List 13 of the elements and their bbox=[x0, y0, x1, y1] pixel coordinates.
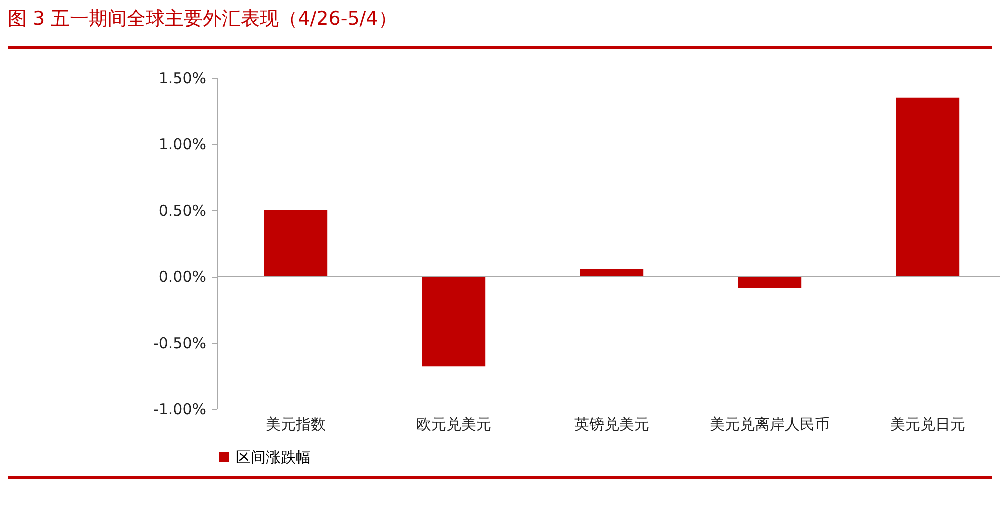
y-tick-label: 0.50% bbox=[158, 202, 206, 220]
y-tick-label: -0.50% bbox=[153, 334, 206, 352]
y-tick-label: 0.00% bbox=[158, 268, 206, 286]
x-tick-label: 美元指数 bbox=[266, 416, 326, 434]
x-tick-label: 美元兑离岸人民币 bbox=[710, 416, 830, 434]
legend-label: 区间涨跌幅 bbox=[236, 448, 311, 466]
chart-title: 图 3 五一期间全球主要外汇表现（4/26-5/4） bbox=[8, 7, 398, 32]
y-tick-label: 1.00% bbox=[158, 136, 206, 154]
y-tick-label: -1.00% bbox=[153, 400, 206, 418]
x-tick-label: 美元兑日元 bbox=[890, 416, 966, 434]
y-tick-label: 1.50% bbox=[158, 70, 206, 88]
x-tick-label: 英镑兑美元 bbox=[574, 416, 650, 434]
x-tick-label: 欧元兑美元 bbox=[416, 416, 492, 434]
